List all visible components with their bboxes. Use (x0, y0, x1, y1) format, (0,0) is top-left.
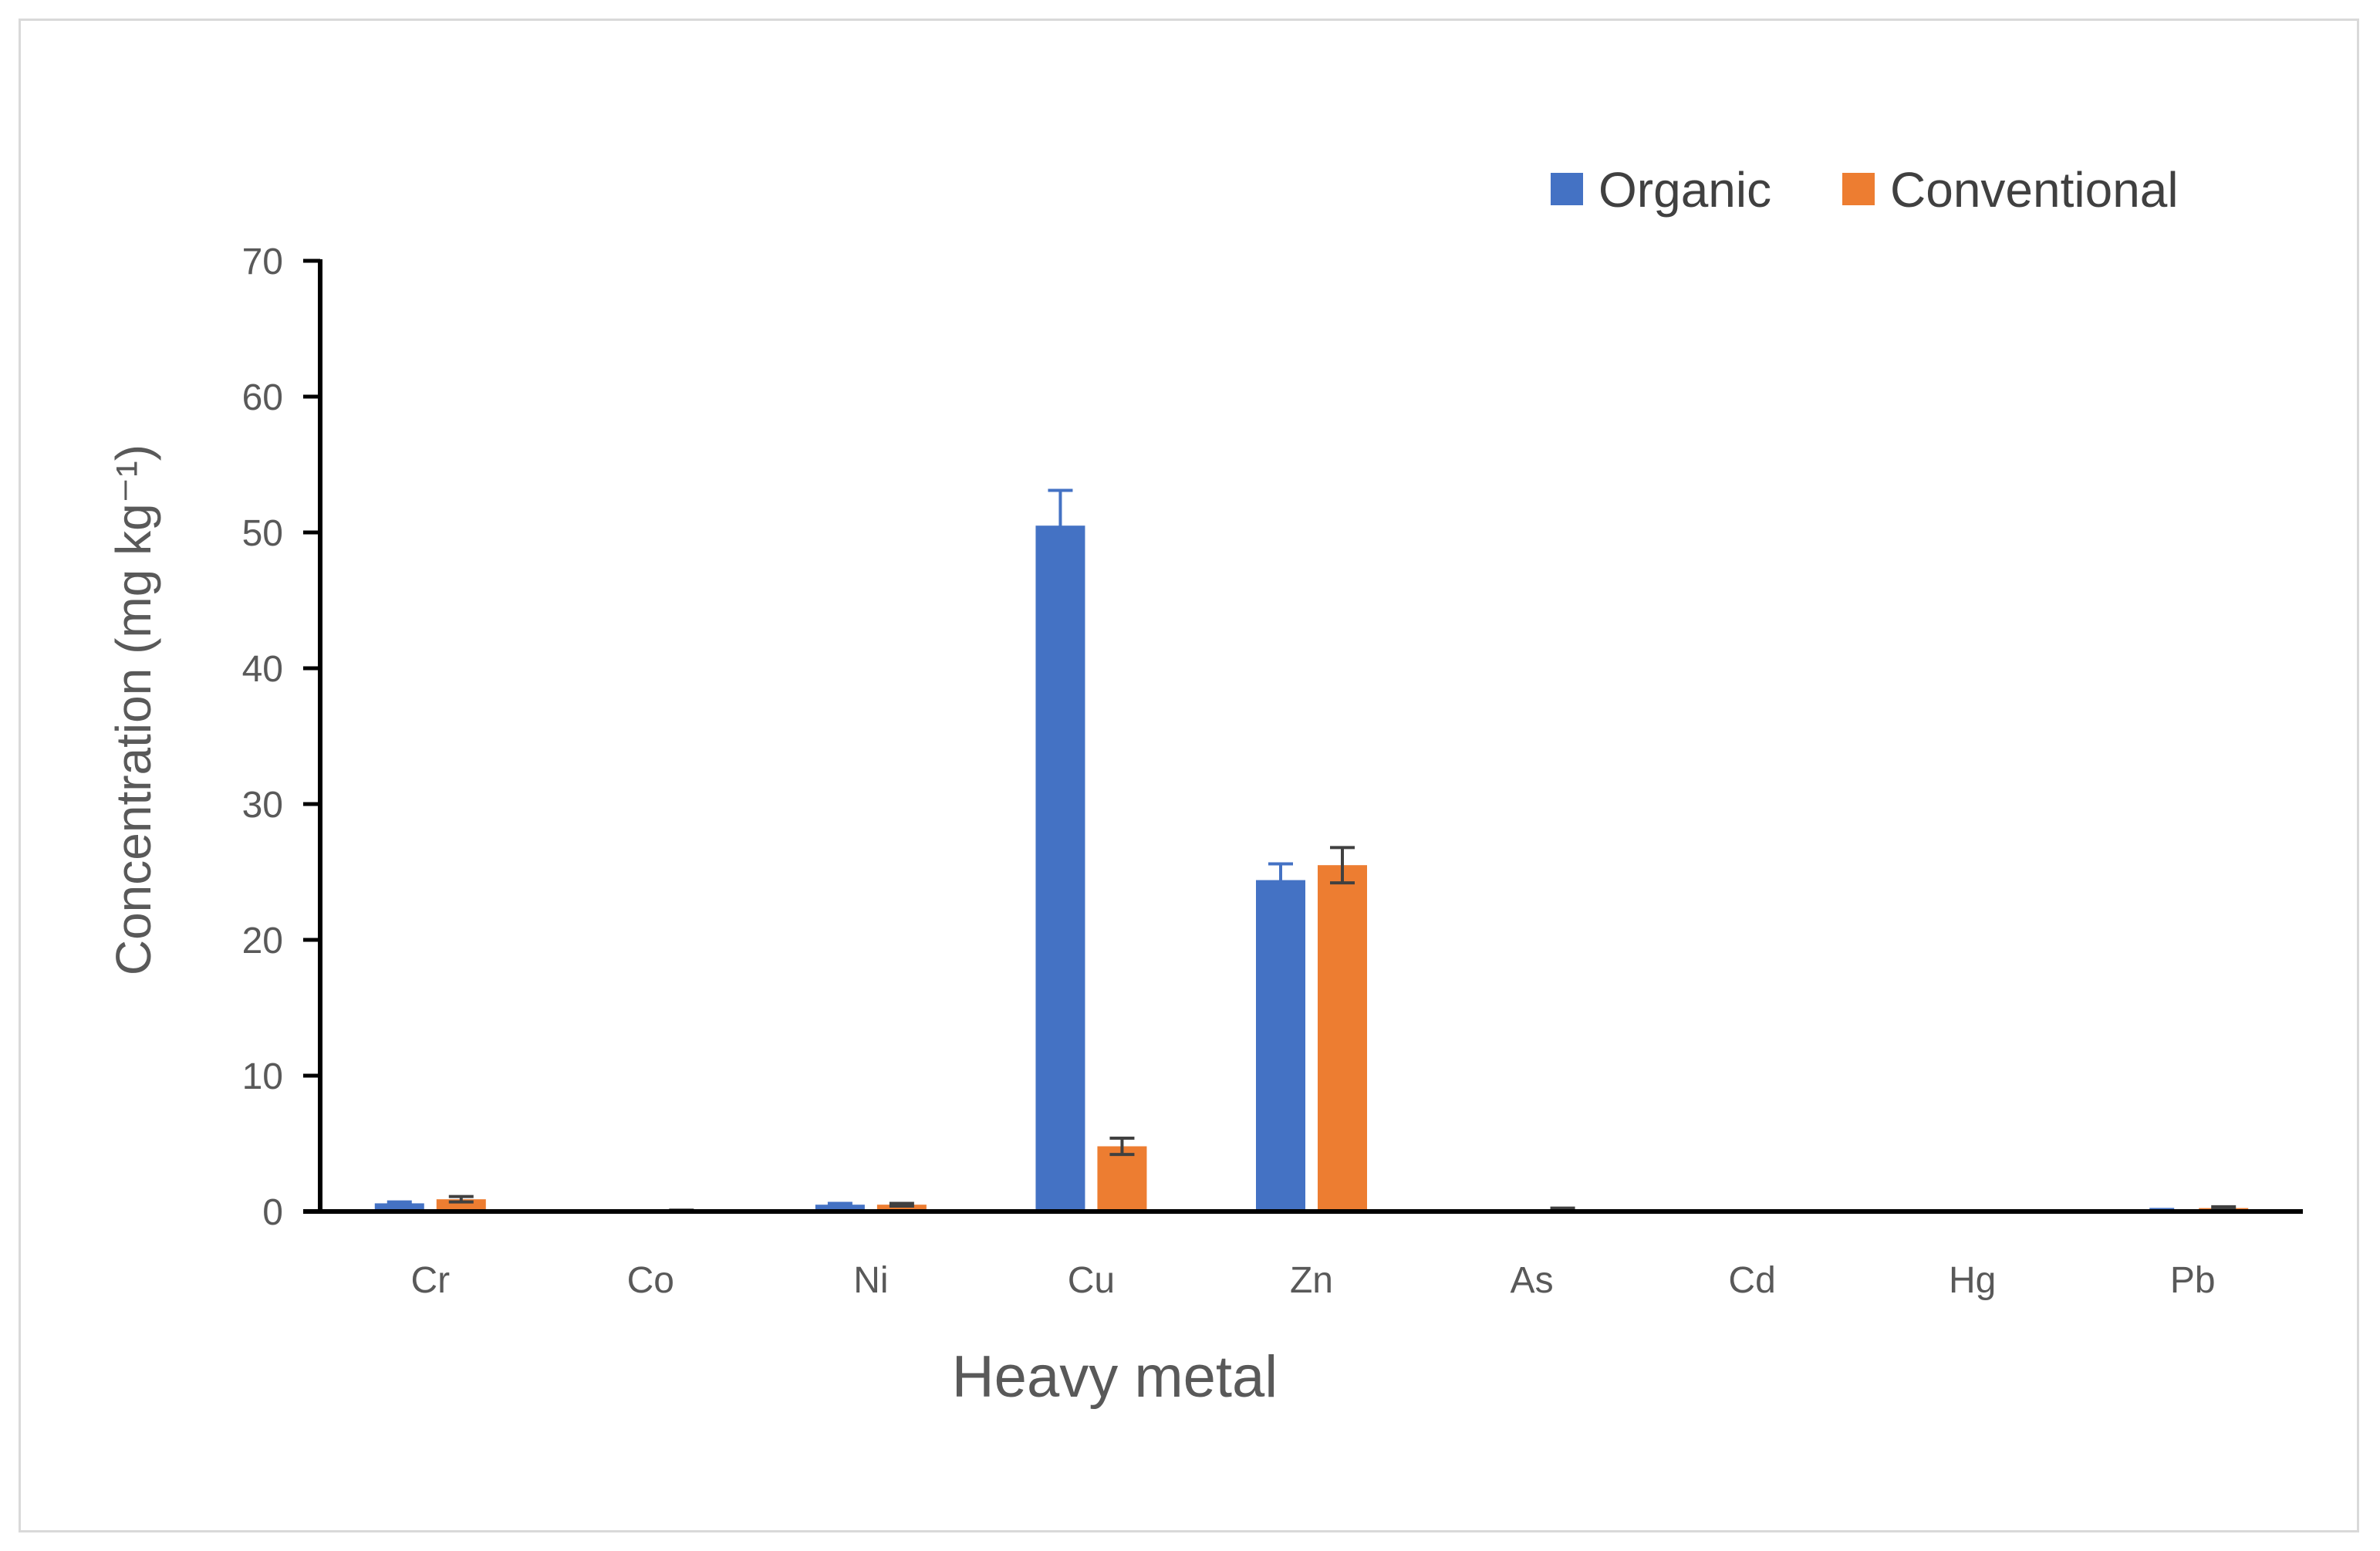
bar-organic-cu (1035, 525, 1085, 1211)
y-tick-label: 60 (242, 377, 283, 418)
x-axis: Cr Co Ni Cu Zn As Cd Hg Pb (303, 1209, 2303, 1301)
legend: Organic Conventional (1551, 162, 2179, 218)
x-tick-label: As (1511, 1260, 1554, 1301)
legend-item-organic: Organic (1551, 162, 1771, 218)
y-tick-label: 40 (242, 649, 283, 690)
x-tick-label: Cd (1728, 1260, 1775, 1301)
y-tick-label: 70 (242, 242, 283, 282)
bar-organic-cr (374, 1203, 424, 1211)
y-tick-label: 30 (242, 785, 283, 826)
y-tick-label: 50 (242, 513, 283, 554)
bar-organic-zn (1256, 880, 1305, 1211)
legend-label: Organic (1598, 162, 1771, 218)
y-axis-title: Concentration (mg kg⁻¹) (106, 444, 161, 975)
legend-swatch (1551, 173, 1583, 205)
legend-item-conventional: Conventional (1842, 162, 2179, 218)
legend-swatch (1842, 173, 1875, 205)
bar-conventional-zn (1318, 865, 1367, 1211)
legend-label: Conventional (1890, 162, 2179, 218)
y-axis: 0 10 20 30 40 50 60 70 (242, 242, 322, 1233)
y-tick-label: 20 (242, 921, 283, 961)
chart-frame (19, 19, 2359, 1532)
x-axis-title: Heavy metal (952, 1344, 1278, 1410)
x-tick-label: Ni (853, 1260, 888, 1301)
bars (374, 488, 2249, 1213)
x-tick-label: Co (627, 1260, 674, 1301)
x-tick-label: Hg (1949, 1260, 1996, 1301)
bar-conventional-ni (876, 1205, 927, 1211)
y-tick-label: 0 (262, 1192, 283, 1233)
y-tick-label: 10 (242, 1056, 283, 1097)
x-tick-label: Cu (1068, 1260, 1115, 1301)
bar-conventional-cu (1097, 1146, 1147, 1211)
x-tick-label: Zn (1290, 1260, 1333, 1301)
x-tick-label: Pb (2170, 1260, 2216, 1301)
x-tick-label: Cr (410, 1260, 450, 1301)
bar-organic-ni (815, 1205, 865, 1211)
